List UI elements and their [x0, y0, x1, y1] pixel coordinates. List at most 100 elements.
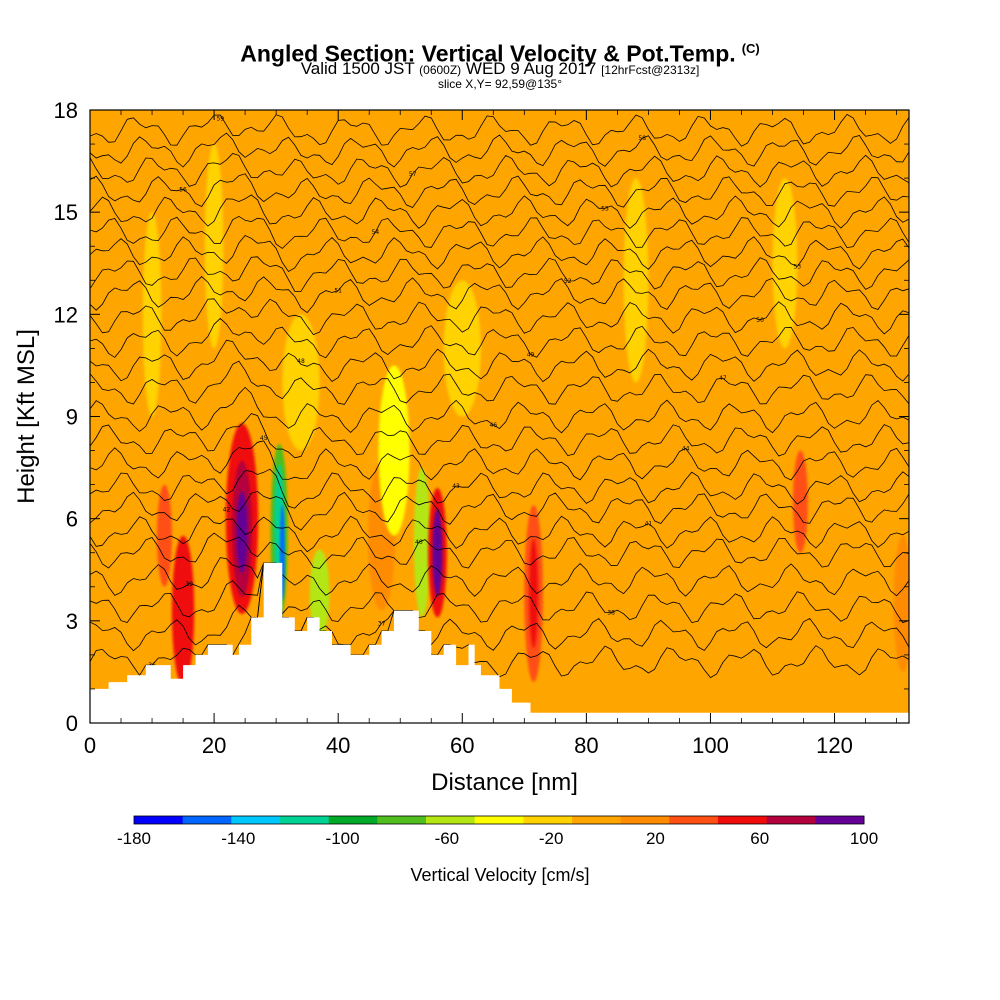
colorbar-swatch: [766, 816, 816, 824]
theta-contour: [90, 173, 909, 208]
colorbar-border: [133, 815, 865, 825]
velocity-cell: [443, 280, 481, 417]
theta-contour: [90, 490, 909, 531]
contour-label: 50: [756, 317, 764, 324]
plot-area: [90, 110, 909, 723]
terrain-fill: [90, 562, 909, 723]
contour-label: 52: [564, 278, 572, 285]
x-tick-label: 20: [202, 733, 226, 758]
contour-label: 59: [216, 116, 224, 123]
theta-contour: [90, 360, 909, 405]
theta-contour: [90, 557, 909, 597]
velocity-field: [142, 144, 909, 686]
utc-time: (0600Z): [419, 63, 462, 77]
colorbar-swatch: [377, 816, 427, 824]
forecast-info: [12hrFcst@2313z]: [601, 63, 700, 77]
contour-label: 51: [334, 288, 342, 295]
colorbar-swatch: [134, 816, 184, 824]
theta-contour: [90, 153, 909, 188]
velocity-cell: [413, 467, 431, 618]
contour-label: 42: [223, 507, 231, 514]
y-tick-label: 0: [66, 711, 78, 736]
y-tick-label: 6: [66, 507, 78, 532]
valid-time: Valid 1500 JST: [300, 59, 415, 78]
colorbar-swatch: [231, 816, 281, 824]
colorbar-swatch: [474, 816, 524, 824]
velocity-cell: [142, 212, 162, 417]
contour-label: 58: [638, 135, 646, 142]
contour-label: 40: [415, 539, 423, 546]
axes: 0 20 40 60 80 100 120 0 3 6 9 12 15 18 Distance [nm] He…: [13, 98, 909, 796]
velocity-cell: [378, 365, 410, 536]
x-tick-label: 0: [84, 733, 96, 758]
theta-contour: [90, 562, 909, 652]
velocity-cell: [236, 491, 248, 574]
velocity-cell: [772, 178, 798, 349]
x-tick-label: 40: [326, 733, 350, 758]
title-sup: (C): [741, 41, 760, 56]
colorbar-tick-label: 100: [850, 829, 878, 848]
colorbar-tick-label: -140: [221, 829, 255, 848]
colorbar-tick-label: -60: [435, 829, 460, 848]
colorbar-swatch: [620, 816, 670, 824]
contour-label: 55: [601, 205, 609, 212]
colorbar-swatch: [280, 816, 330, 824]
terrain: [90, 562, 909, 723]
theta-contour: [90, 256, 909, 292]
slice-label: slice X,Y= 92,59@135°: [437, 77, 563, 91]
velocity-cell: [157, 484, 172, 587]
x-tick-label: 80: [574, 733, 598, 758]
theta-contour: [90, 532, 909, 569]
plot-background: [90, 110, 909, 723]
theta-contour: [90, 386, 909, 434]
contour-label: 53: [793, 263, 801, 270]
valid-date: WED 9 Aug 2017: [465, 59, 597, 78]
x-tick-label: 60: [450, 733, 474, 758]
contour-label: 48: [297, 358, 305, 365]
colorbar-swatch: [523, 816, 573, 824]
contour-label: 45: [260, 435, 268, 442]
theta-contour: [90, 215, 909, 249]
contour-label: 49: [527, 352, 535, 359]
colorbar-swatch: [718, 816, 768, 824]
theta-contour: [90, 440, 909, 481]
contour-label: 37: [378, 620, 386, 627]
colorbar-swatch: [815, 816, 865, 824]
theta-contour: [90, 515, 909, 553]
contour-label: 56: [179, 186, 187, 193]
theta-contour: [90, 317, 909, 359]
theta-contour: [90, 235, 909, 273]
contour-label: 38: [607, 609, 615, 616]
y-tick-label: 12: [54, 302, 78, 327]
y-axis-label: Height [Kft MSL]: [13, 329, 40, 504]
velocity-cell: [893, 535, 909, 672]
colorbar-swatch: [572, 816, 622, 824]
colorbar-tick-label: -180: [117, 829, 151, 848]
velocity-cell: [171, 535, 195, 686]
contour-label: 54: [372, 229, 380, 236]
theta-contour: [90, 132, 909, 168]
theta-contour: [90, 276, 909, 314]
colorbar-swatch: [426, 816, 476, 824]
contour-label: 46: [489, 422, 497, 429]
theta-contour: [90, 194, 909, 229]
y-tick-label: 3: [66, 609, 78, 634]
chart-title: Angled Section: Vertical Velocity & Pot.…: [0, 36, 1000, 67]
contour-label: 44: [682, 445, 690, 452]
colorbar-swatch: [328, 816, 378, 824]
colorbar-label: Vertical Velocity [cm/s]: [410, 865, 589, 885]
title-text: Angled Section: Vertical Velocity & Pot.…: [240, 40, 736, 67]
contour-label: 41: [645, 521, 653, 528]
theta-contour: [90, 339, 909, 383]
y-tick-label: 18: [54, 98, 78, 123]
contour-label: 43: [452, 483, 460, 490]
colorbar-tick-label: -20: [539, 829, 564, 848]
velocity-cell: [623, 178, 649, 383]
colorbar: -180 -140 -100 -60 -20 20 60 100 Vertical Veloci…: [117, 815, 878, 885]
theta-contour: [90, 562, 909, 624]
velocity-cell: [309, 549, 330, 638]
theta-contour: [90, 113, 909, 147]
contour-label: 57: [409, 171, 417, 178]
velocity-cell: [432, 508, 443, 597]
